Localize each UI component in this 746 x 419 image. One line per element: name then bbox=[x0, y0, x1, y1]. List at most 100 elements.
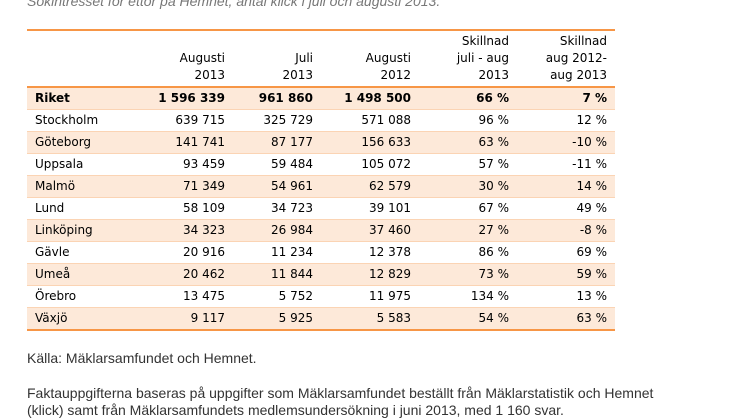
statistics-table-container: Augusti 2013 Juli 2013 Augusti 2012 Skil… bbox=[27, 29, 615, 331]
cell-diff-jul-aug: 66 % bbox=[419, 87, 517, 110]
cell-aug-2013: 71 349 bbox=[145, 175, 233, 198]
cell-diff-year: 59 % bbox=[517, 263, 615, 286]
cell-jul-2013: 59 484 bbox=[271, 157, 313, 171]
cell-diff-jul-aug: 63 % bbox=[419, 131, 517, 154]
cell-aug-2012: 1 498 500 bbox=[321, 87, 419, 110]
table-row: Uppsala 93 459 59 484 105 072 57 % -11 % bbox=[27, 154, 615, 176]
cell-jul-2013: 325 729 bbox=[263, 113, 313, 127]
cell-aug-2012: 62 579 bbox=[321, 175, 419, 198]
table-row: Malmö 71 349 54 961 62 579 30 % 14 % bbox=[27, 175, 615, 198]
cell-diff-jul-aug: 27 % bbox=[419, 219, 517, 242]
cell-diff-year: 7 % bbox=[517, 87, 615, 110]
header-line: Skillnad bbox=[559, 34, 607, 48]
cell-diff-jul-aug: 96 % bbox=[478, 113, 510, 127]
cell-aug-2013: 34 323 bbox=[145, 219, 233, 242]
cell-aug-2012: 11 975 bbox=[369, 289, 411, 303]
header-line: 2013 bbox=[194, 68, 225, 82]
cell-aug-2012: 571 088 bbox=[361, 113, 411, 127]
header-line: Juli bbox=[295, 51, 313, 65]
table-row: Umeå 20 462 11 844 12 829 73 % 59 % bbox=[27, 263, 615, 286]
cell-aug-2013: 639 715 bbox=[175, 113, 225, 127]
header-jul-2013: Juli 2013 bbox=[233, 31, 321, 87]
cell-diff-year: 12 % bbox=[576, 113, 608, 127]
cell-jul-2013: 26 984 bbox=[233, 219, 321, 242]
cell-diff-year: -8 % bbox=[517, 219, 615, 242]
cell-diff-year: -11 % bbox=[572, 157, 607, 171]
cell-aug-2012: 39 101 bbox=[369, 201, 411, 215]
header-diff-year: Skillnad aug 2012- aug 2013 bbox=[517, 31, 615, 87]
header-aug-2013: Augusti 2013 bbox=[145, 31, 233, 87]
header-aug-2012: Augusti 2012 bbox=[321, 31, 419, 87]
cell-jul-2013: 961 860 bbox=[233, 87, 321, 110]
table-row-riket: Riket 1 596 339 961 860 1 498 500 66 % 7… bbox=[27, 87, 615, 110]
header-line: aug 2013 bbox=[550, 68, 607, 82]
cell-city: Göteborg bbox=[27, 131, 145, 154]
cell-diff-year: 69 % bbox=[576, 245, 608, 259]
facts-line: Faktauppgifterna baseras på uppgifter so… bbox=[27, 385, 654, 401]
header-city bbox=[27, 31, 145, 87]
cell-city: Växjö bbox=[27, 307, 145, 330]
table-top-rule bbox=[27, 29, 615, 31]
cell-diff-jul-aug: 30 % bbox=[419, 175, 517, 198]
table-row: Växjö 9 117 5 925 5 583 54 % 63 % bbox=[27, 307, 615, 330]
header-line: aug 2012- bbox=[545, 51, 607, 65]
cell-jul-2013: 11 234 bbox=[271, 245, 313, 259]
cell-diff-year: 13 % bbox=[576, 289, 608, 303]
table-header-row: Augusti 2013 Juli 2013 Augusti 2012 Skil… bbox=[27, 31, 615, 87]
source-note: Källa: Mäklarsamfundet och Hemnet. bbox=[27, 350, 257, 366]
cell-jul-2013: 87 177 bbox=[233, 131, 321, 154]
table-caption: Sökintresset för ettor på Hemnet, antal … bbox=[27, 0, 441, 9]
facts-paragraph: Faktauppgifterna baseras på uppgifter so… bbox=[27, 385, 746, 419]
table-row: Örebro 13 475 5 752 11 975 134 % 13 % bbox=[27, 286, 615, 308]
cell-aug-2012: 12 829 bbox=[321, 263, 419, 286]
cell-city: Umeå bbox=[27, 263, 145, 286]
cell-diff-jul-aug: 54 % bbox=[419, 307, 517, 330]
cell-jul-2013: 11 844 bbox=[233, 263, 321, 286]
cell-diff-year: 63 % bbox=[517, 307, 615, 330]
cell-aug-2012: 5 583 bbox=[321, 307, 419, 330]
cell-diff-year: -10 % bbox=[517, 131, 615, 154]
cell-city: Linköping bbox=[27, 219, 145, 242]
cell-jul-2013: 54 961 bbox=[233, 175, 321, 198]
cell-diff-jul-aug: 86 % bbox=[478, 245, 510, 259]
facts-line: (klick) samt från Mäklarsamfundets medle… bbox=[27, 402, 564, 418]
cell-aug-2012: 12 378 bbox=[369, 245, 411, 259]
cell-aug-2013: 93 459 bbox=[183, 157, 225, 171]
cell-diff-jul-aug: 67 % bbox=[478, 201, 510, 215]
table-body: Riket 1 596 339 961 860 1 498 500 66 % 7… bbox=[27, 87, 615, 330]
header-line: Augusti bbox=[179, 51, 225, 65]
header-line: Augusti bbox=[365, 51, 411, 65]
table-row: Linköping 34 323 26 984 37 460 27 % -8 % bbox=[27, 219, 615, 242]
cell-city: Örebro bbox=[35, 289, 77, 303]
table-row: Lund 58 109 34 723 39 101 67 % 49 % bbox=[27, 198, 615, 220]
table-row: Göteborg 141 741 87 177 156 633 63 % -10… bbox=[27, 131, 615, 154]
table-row: Gävle 20 916 11 234 12 378 86 % 69 % bbox=[27, 242, 615, 264]
header-line: 2013 bbox=[282, 68, 313, 82]
cell-jul-2013: 34 723 bbox=[271, 201, 313, 215]
search-interest-table: Augusti 2013 Juli 2013 Augusti 2012 Skil… bbox=[27, 31, 615, 331]
cell-aug-2013: 20 916 bbox=[183, 245, 225, 259]
header-diff-jul-aug: Skillnad juli - aug 2013 bbox=[419, 31, 517, 87]
cell-city: Malmö bbox=[27, 175, 145, 198]
cell-city: Lund bbox=[35, 201, 65, 215]
header-line: 2012 bbox=[380, 68, 411, 82]
cell-diff-year: 14 % bbox=[517, 175, 615, 198]
cell-aug-2013: 141 741 bbox=[145, 131, 233, 154]
cell-city: Uppsala bbox=[35, 157, 84, 171]
table-row: Stockholm 639 715 325 729 571 088 96 % 1… bbox=[27, 110, 615, 132]
header-line: juli - aug bbox=[456, 51, 509, 65]
header-line: Skillnad bbox=[461, 34, 509, 48]
cell-city: Gävle bbox=[35, 245, 70, 259]
cell-city: Riket bbox=[27, 87, 145, 110]
header-line: 2013 bbox=[478, 68, 509, 82]
cell-aug-2012: 37 460 bbox=[321, 219, 419, 242]
cell-aug-2012: 156 633 bbox=[321, 131, 419, 154]
cell-aug-2013: 1 596 339 bbox=[145, 87, 233, 110]
cell-jul-2013: 5 752 bbox=[278, 289, 313, 303]
cell-diff-jul-aug: 73 % bbox=[419, 263, 517, 286]
cell-city: Stockholm bbox=[35, 113, 99, 127]
cell-aug-2013: 9 117 bbox=[145, 307, 233, 330]
cell-diff-year: 49 % bbox=[576, 201, 608, 215]
cell-aug-2012: 105 072 bbox=[361, 157, 411, 171]
cell-jul-2013: 5 925 bbox=[233, 307, 321, 330]
